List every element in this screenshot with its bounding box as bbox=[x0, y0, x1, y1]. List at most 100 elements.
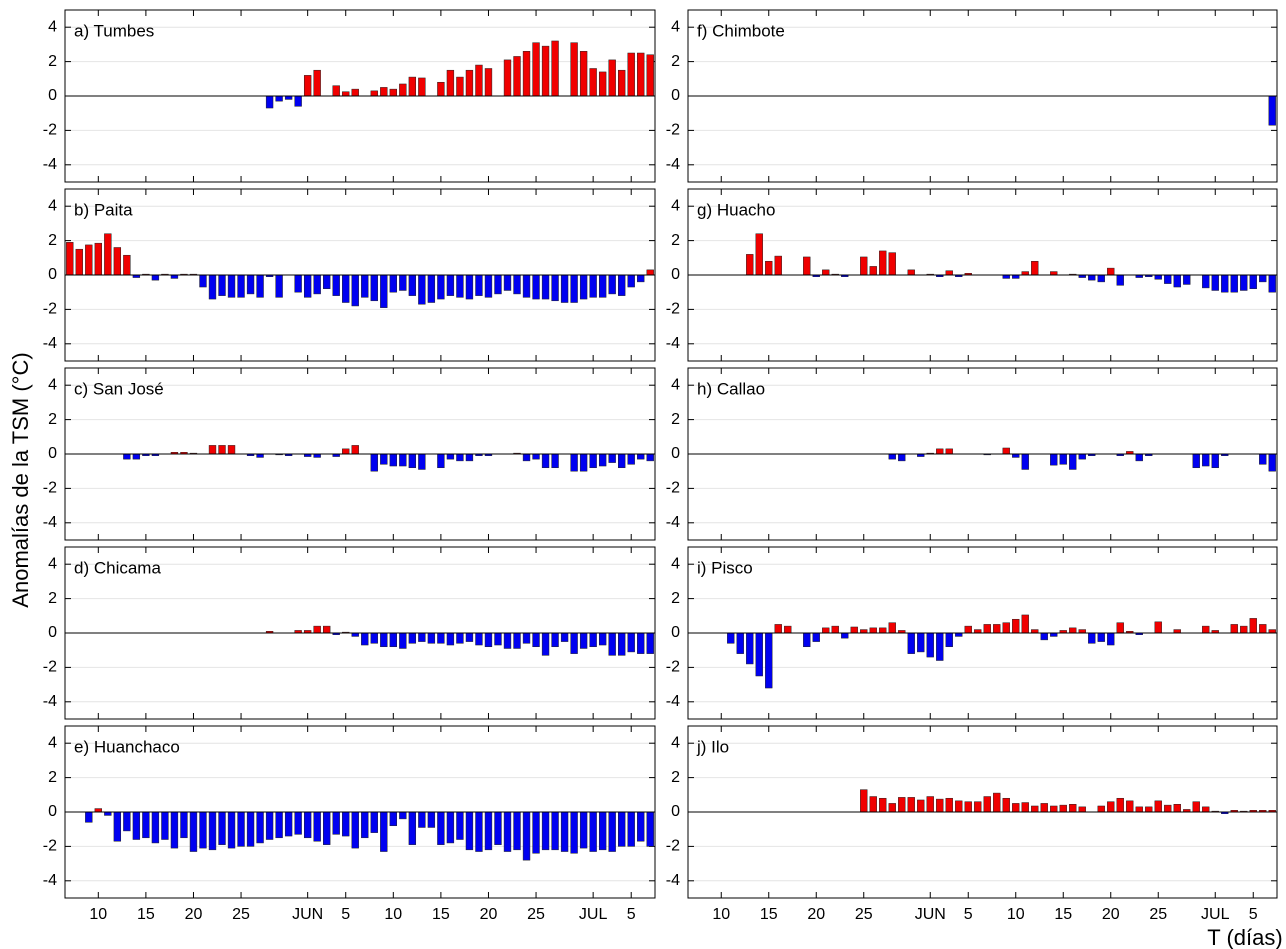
bar bbox=[408, 76, 417, 97]
bar bbox=[936, 798, 944, 813]
bar bbox=[189, 811, 198, 852]
bar bbox=[1192, 453, 1200, 469]
bar bbox=[389, 632, 397, 648]
y-tick-label: -2 bbox=[43, 659, 57, 676]
bar bbox=[860, 256, 868, 276]
y-tick-label: 0 bbox=[48, 266, 57, 283]
panel-frame bbox=[687, 546, 1278, 720]
x-tick-label: 25 bbox=[855, 906, 873, 923]
y-tick-label: 0 bbox=[671, 803, 680, 820]
bar bbox=[1097, 274, 1105, 283]
bar bbox=[361, 632, 369, 646]
x-tick-label: 20 bbox=[807, 906, 825, 923]
bar bbox=[294, 95, 302, 107]
x-tick-label: 10 bbox=[89, 906, 107, 923]
bar bbox=[1249, 274, 1257, 290]
panel-title: j) Ilo bbox=[696, 737, 729, 756]
bar bbox=[446, 69, 455, 97]
bar bbox=[618, 274, 626, 296]
y-tick-label: -2 bbox=[43, 480, 57, 497]
bar bbox=[755, 233, 763, 276]
y-tick-label: 2 bbox=[48, 590, 57, 607]
x-tick-label: 15 bbox=[137, 906, 155, 923]
bar bbox=[1107, 801, 1115, 813]
bar bbox=[1031, 629, 1039, 634]
bar bbox=[1021, 802, 1029, 813]
bar bbox=[484, 274, 493, 298]
bar bbox=[408, 453, 417, 469]
bar bbox=[579, 51, 588, 97]
bar bbox=[256, 811, 264, 844]
panel-frame bbox=[64, 725, 656, 899]
bar bbox=[1116, 274, 1124, 286]
bar bbox=[570, 811, 578, 854]
bar bbox=[1002, 274, 1010, 279]
bar bbox=[907, 632, 915, 654]
bar bbox=[579, 274, 588, 300]
panel-title: h) Callao bbox=[697, 379, 765, 398]
bar bbox=[627, 811, 635, 847]
bar bbox=[351, 274, 359, 307]
bar bbox=[560, 274, 569, 303]
bar bbox=[361, 274, 369, 298]
y-tick-label: -4 bbox=[43, 514, 57, 531]
x-tick-label: JUL bbox=[579, 906, 608, 923]
bar bbox=[579, 811, 588, 849]
bar bbox=[765, 632, 773, 689]
bar bbox=[408, 632, 417, 644]
bar bbox=[532, 811, 540, 854]
bar bbox=[303, 274, 312, 298]
bar bbox=[1107, 267, 1115, 276]
bar bbox=[1202, 806, 1210, 813]
bar bbox=[974, 629, 982, 634]
bar bbox=[522, 811, 531, 861]
bar bbox=[774, 624, 782, 634]
bar bbox=[446, 811, 455, 844]
bar bbox=[370, 274, 378, 302]
panel-title: d) Chicama bbox=[74, 558, 161, 577]
y-tick-label: 4 bbox=[671, 376, 680, 393]
bar bbox=[342, 448, 350, 455]
bar bbox=[227, 811, 236, 849]
bar bbox=[332, 85, 340, 97]
bar bbox=[180, 811, 188, 839]
panel-title: b) Paita bbox=[74, 200, 133, 219]
bar bbox=[256, 274, 264, 298]
bar bbox=[869, 796, 877, 813]
bar bbox=[860, 629, 868, 634]
y-tick-label: -4 bbox=[43, 156, 57, 173]
y-tick-label: 4 bbox=[48, 197, 57, 214]
bar bbox=[503, 811, 512, 852]
y-tick-label: -2 bbox=[666, 480, 680, 497]
x-tick-label: 20 bbox=[1102, 906, 1120, 923]
bar bbox=[1164, 804, 1172, 813]
bar bbox=[608, 811, 616, 852]
bar bbox=[945, 797, 953, 813]
bar bbox=[898, 797, 906, 813]
bar bbox=[1259, 453, 1267, 465]
bar bbox=[541, 453, 550, 469]
bar bbox=[1126, 800, 1134, 813]
bar bbox=[1050, 632, 1058, 637]
bar bbox=[1202, 625, 1210, 634]
bar bbox=[303, 75, 312, 97]
bar bbox=[399, 632, 407, 649]
bar bbox=[199, 274, 207, 288]
bar bbox=[1240, 625, 1248, 634]
bar bbox=[1249, 618, 1257, 634]
bar bbox=[1012, 618, 1020, 634]
bar bbox=[342, 91, 350, 97]
x-tick-label: JUN bbox=[915, 906, 946, 923]
bar bbox=[199, 811, 207, 849]
bar bbox=[983, 624, 991, 634]
x-tick-label: 10 bbox=[712, 906, 730, 923]
bar bbox=[627, 52, 635, 97]
bar bbox=[246, 274, 255, 295]
bar bbox=[850, 626, 858, 634]
bar bbox=[399, 274, 407, 291]
bar bbox=[113, 247, 122, 276]
panel-title: a) Tumbes bbox=[74, 21, 154, 40]
bar bbox=[608, 59, 616, 97]
bar bbox=[484, 68, 493, 97]
